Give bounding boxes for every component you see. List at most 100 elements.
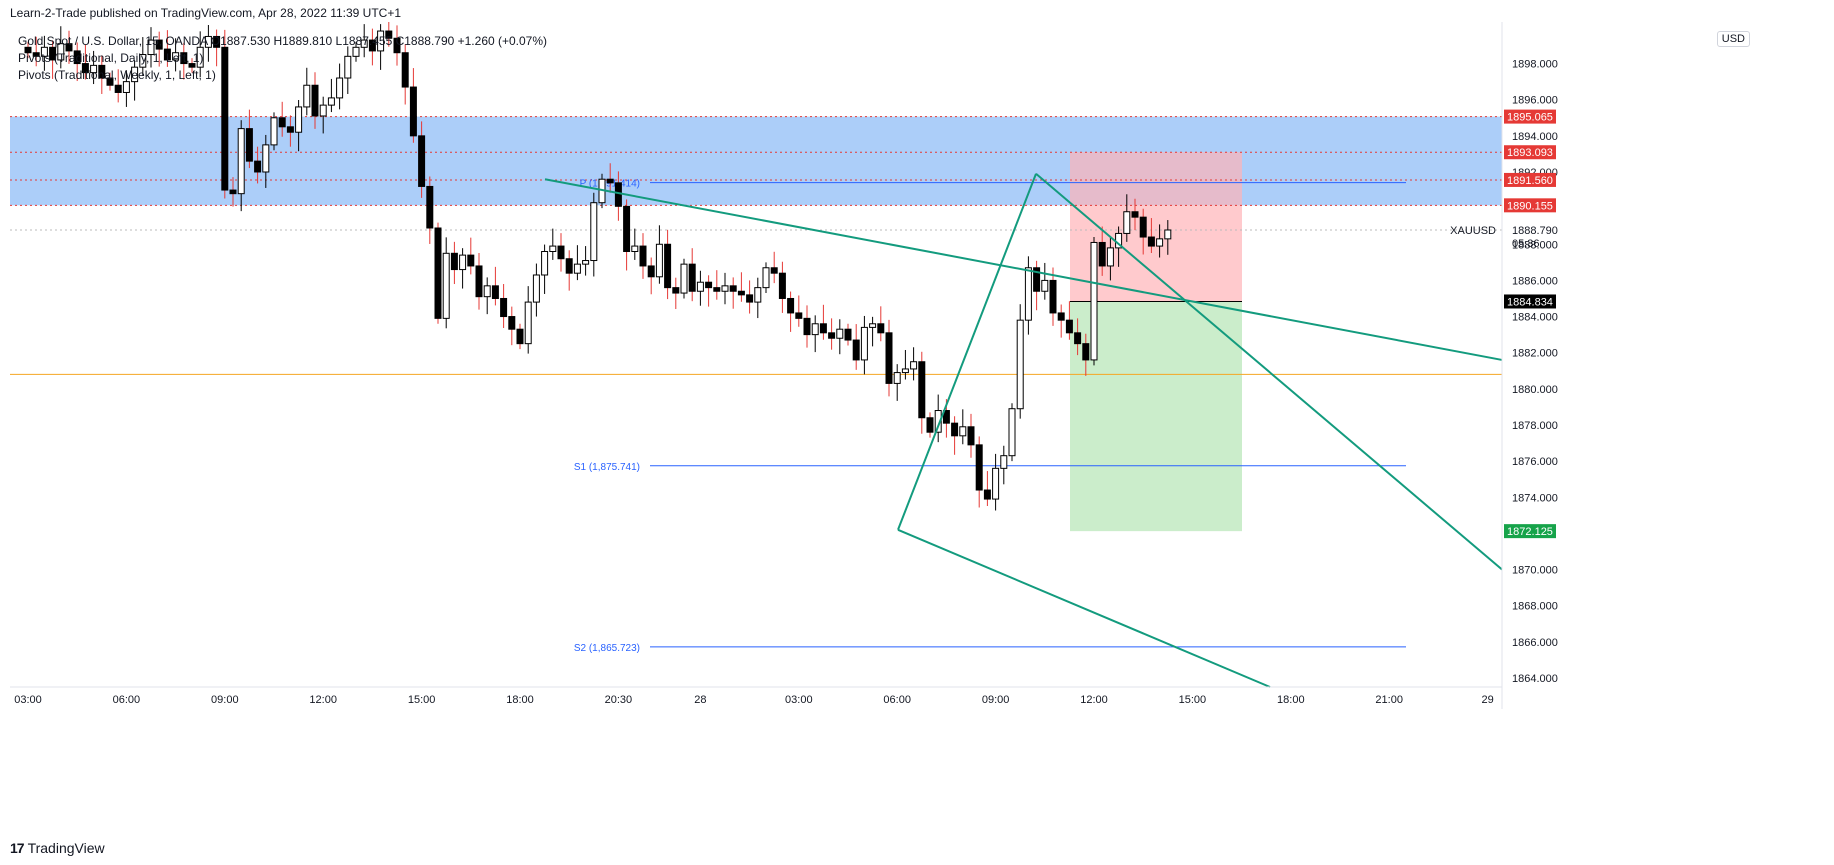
candle-body <box>1090 241 1098 361</box>
candle-body <box>918 361 926 419</box>
legend-symbol[interactable]: Gold Spot / U.S. Dollar, 15, OANDA O1887… <box>18 34 548 48</box>
y-tick-label: 1874.000 <box>1512 492 1558 504</box>
candle-body <box>49 46 57 61</box>
candle-body <box>262 144 270 173</box>
y-tick-label: 1864.000 <box>1512 673 1558 685</box>
candle-body <box>163 48 171 61</box>
candle-body <box>1074 332 1082 345</box>
y-tick-label: 1868.000 <box>1512 601 1558 613</box>
candle-body <box>1123 211 1131 234</box>
candle-body <box>787 297 795 314</box>
candle-body <box>541 250 549 276</box>
x-tick-label: 15:00 <box>1179 694 1207 706</box>
candle-body <box>975 444 983 491</box>
candle-body <box>508 316 516 330</box>
candle-body <box>1131 211 1139 218</box>
candle-body <box>459 254 467 271</box>
candle-body <box>1000 455 1008 469</box>
x-tick-label: 12:00 <box>309 694 337 706</box>
candle-body <box>98 64 106 79</box>
candle-body <box>57 43 65 61</box>
candle-body <box>983 489 991 500</box>
candle-body <box>426 185 434 229</box>
candle-body <box>385 30 393 39</box>
candle-body <box>368 39 376 52</box>
candle-body <box>836 328 844 339</box>
chart-area[interactable]: P (1,891.414) S1 (1,875.741) S2 (1,865.723… <box>10 22 1758 837</box>
candle-body <box>942 410 950 424</box>
candle-body <box>352 46 360 57</box>
candle-body <box>442 252 450 319</box>
candle-body <box>557 245 565 260</box>
candle-body <box>1156 238 1164 247</box>
candle-body <box>303 84 311 108</box>
currency-selector[interactable]: USD <box>1716 31 1750 47</box>
candle-body <box>319 104 327 117</box>
candle-body <box>114 84 122 93</box>
legend-pivot-daily[interactable]: Pivots (Traditional, Daily, 1, Left, 1) <box>18 51 204 65</box>
candle-body <box>1016 319 1024 410</box>
tradingview-logo-icon: 17 <box>10 840 25 856</box>
candle-body <box>696 281 704 292</box>
price-badge-label: 1872.125 <box>1507 526 1553 538</box>
y-tick-label: 1886.000 <box>1512 275 1558 287</box>
candle-body <box>254 160 262 173</box>
pivot-s2-label: S2 (1,865.723) <box>574 643 640 654</box>
candle-body <box>926 417 934 433</box>
candle-body <box>1065 319 1073 334</box>
candle-body <box>721 285 729 292</box>
candle-body <box>434 227 442 319</box>
pivot-s1-label: S1 (1,875.741) <box>574 462 640 473</box>
candle-body <box>582 260 590 265</box>
candle-body <box>762 267 770 289</box>
candle-body <box>311 84 319 117</box>
price-badge <box>1504 524 1556 539</box>
x-tick-label: 18:00 <box>506 694 534 706</box>
candle-body <box>910 361 918 370</box>
candle-body <box>573 263 581 274</box>
candle-body <box>754 287 762 303</box>
candle-body <box>73 50 81 65</box>
candle-body <box>664 243 672 289</box>
candle-body <box>360 39 368 48</box>
candle-body <box>623 205 631 252</box>
candle-body <box>327 97 335 106</box>
y-tick-label: 1880.000 <box>1512 384 1558 396</box>
candle-body <box>401 52 409 88</box>
price-badge <box>1504 172 1556 187</box>
candle-body <box>803 317 811 336</box>
candle-body <box>65 43 73 52</box>
candle-body <box>992 467 1000 500</box>
x-tick-label: 29 <box>1481 694 1493 706</box>
candle-body <box>204 35 212 48</box>
x-tick-label: 06:00 <box>883 694 911 706</box>
candle-body <box>959 426 967 437</box>
candle-body <box>32 52 40 57</box>
candle-body <box>1139 216 1147 238</box>
candle-body <box>770 267 778 274</box>
channel-lower-line <box>897 528 1271 688</box>
price-badge-label: 1893.093 <box>1507 147 1553 159</box>
candle-body <box>614 182 622 207</box>
candle-body <box>81 63 89 74</box>
x-tick-label: 03:00 <box>785 694 813 706</box>
candle-body <box>516 328 524 345</box>
candle-body <box>467 254 475 267</box>
candle-body <box>672 287 680 294</box>
price-chart[interactable]: P (1,891.414)S1 (1,875.741)S2 (1,865.723… <box>10 22 1758 837</box>
y-tick-label: 1876.000 <box>1512 456 1558 468</box>
candle-body <box>1008 408 1016 457</box>
candle-body <box>40 46 48 57</box>
legend-pivot-weekly[interactable]: Pivots (Traditional, Weekly, 1, Left, 1) <box>18 68 216 82</box>
candle-body <box>532 274 540 303</box>
candle-body <box>729 285 737 292</box>
candle-body <box>106 77 114 86</box>
candle-body <box>237 128 245 195</box>
symbol-label: XAUUSD <box>1450 225 1496 237</box>
candle-body <box>172 52 180 61</box>
candle-body <box>655 243 663 278</box>
y-tick-label: 1882.000 <box>1512 348 1558 360</box>
candle-body <box>344 55 352 79</box>
candle-body <box>196 46 204 68</box>
tradingview-brand[interactable]: 17 TradingView <box>10 840 105 856</box>
